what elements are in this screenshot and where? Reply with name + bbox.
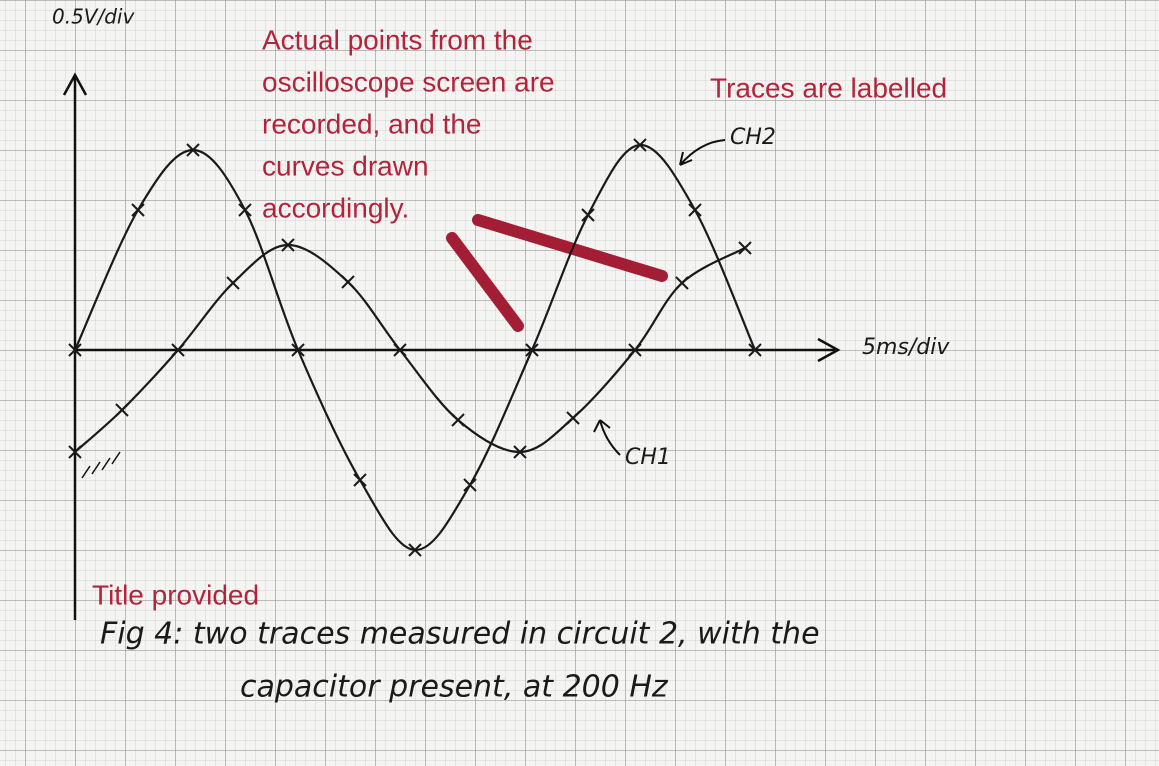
annotation-line: oscilloscope screen are (262, 66, 555, 97)
point-marker (186, 143, 200, 157)
point-marker (688, 203, 702, 217)
label-arrow (679, 139, 726, 166)
point-marker (566, 411, 580, 425)
point-marker (238, 203, 252, 217)
annotation-line: Actual points from the (262, 24, 533, 55)
caption: capacitor present, at 200 Hz (240, 670, 669, 705)
point-marker (408, 543, 422, 557)
point-marker (748, 343, 762, 357)
pointer (472, 214, 668, 282)
point-marker (628, 343, 642, 357)
x-arrow (817, 337, 841, 363)
point-marker (738, 241, 752, 255)
annotation-line: accordingly. (262, 192, 409, 223)
point-marker (226, 276, 240, 290)
point-marker (291, 343, 305, 357)
point-marker (171, 343, 185, 357)
point-marker (525, 343, 539, 357)
trace-label: CH2 (730, 125, 776, 150)
point-marker (68, 445, 82, 459)
point-marker (451, 413, 465, 427)
point-marker (68, 343, 82, 357)
point-marker (513, 445, 527, 459)
point-marker (341, 275, 355, 289)
trace-label: CH1 (625, 445, 671, 470)
point-marker (633, 138, 647, 152)
point-marker (281, 238, 295, 252)
point-marker (393, 343, 407, 357)
annotation: Actual points from the oscilloscope scree… (262, 24, 555, 223)
annotation: Title provided (92, 579, 259, 610)
point-marker (115, 403, 129, 417)
hatch (81, 451, 121, 479)
annotation-line: curves drawn (262, 150, 429, 181)
annotation-line: recorded, and the (262, 108, 482, 139)
pointer (446, 232, 524, 332)
annotation: Traces are labelled (710, 72, 947, 103)
x-axis-label: 5ms/div (862, 335, 950, 360)
caption: Fig 4: two traces measured in circuit 2,… (100, 617, 820, 652)
label-arrow (593, 419, 621, 456)
point-marker (581, 208, 595, 222)
point-marker (131, 203, 145, 217)
point-marker (353, 473, 367, 487)
point-marker (675, 276, 689, 290)
y-axis-label: 0.5V/div (52, 5, 135, 29)
point-marker (463, 478, 477, 492)
y-arrow (62, 72, 88, 96)
